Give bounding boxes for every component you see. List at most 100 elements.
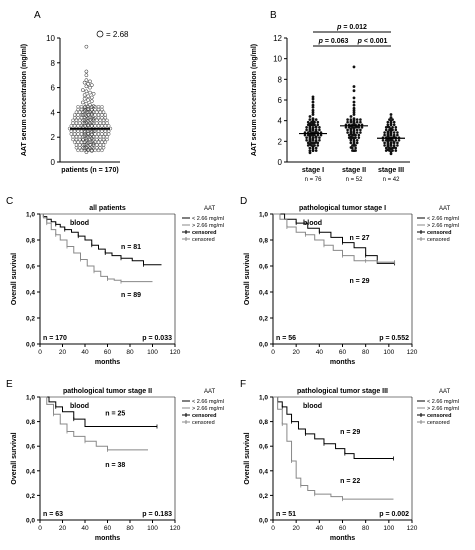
- a-data-point: [76, 105, 80, 109]
- a-data-point: [95, 118, 99, 123]
- a-data-point: [93, 132, 97, 136]
- b-p-number: < 0.001: [362, 38, 388, 45]
- b-data-point: [389, 116, 393, 119]
- a-data-point: [96, 105, 101, 109]
- b-data-point: [314, 149, 318, 152]
- a-data-point: [101, 145, 106, 150]
- b-data-point: [389, 152, 393, 156]
- b-data-point: [310, 123, 313, 127]
- b-data-point: [394, 138, 398, 142]
- b-p-symbol: p: [336, 24, 342, 31]
- b-data-point: [349, 115, 353, 118]
- a-data-point: [76, 129, 80, 134]
- b-data-point: [352, 65, 356, 69]
- f-legend-label: > 2.66 mg/ml: [427, 406, 459, 412]
- b-data-point: [306, 123, 310, 127]
- b-data-point: [352, 113, 356, 116]
- b-data-point: [396, 131, 399, 134]
- f-legend-label: censored: [427, 413, 451, 419]
- a-data-point: [103, 115, 108, 120]
- a-data-point: [80, 88, 85, 92]
- f-n-total-label: n = 51: [276, 511, 296, 518]
- a-data-point: [95, 145, 99, 150]
- a-data-point: [96, 107, 101, 112]
- b-data-point: [349, 141, 353, 145]
- a-data-point: [81, 135, 85, 139]
- b-data-point: [308, 146, 312, 150]
- f-y-axis-label: Overall survival: [244, 432, 251, 484]
- b-data-point: [391, 138, 394, 142]
- b-data-point: [381, 138, 385, 142]
- b-data-point: [396, 141, 399, 145]
- c-y-tick-label: 0,6: [26, 264, 35, 271]
- a-data-point: [89, 132, 94, 136]
- a-data-point: [89, 115, 94, 120]
- a-data-point: [103, 124, 108, 128]
- a-data-point: [84, 135, 89, 139]
- b-data-point: [318, 126, 321, 129]
- d-p-value-label: p = 0.552: [379, 335, 409, 342]
- c-x-tick-label: 120: [170, 349, 181, 356]
- b-p-symbol: p: [357, 38, 363, 45]
- f-y-tick-label: 0,4: [259, 468, 268, 475]
- a-data-point: [79, 140, 84, 144]
- c-y-tick-label: 0,4: [26, 290, 35, 297]
- b-data-point: [316, 123, 320, 127]
- c-series-line-1: [40, 213, 162, 266]
- a-data-point: [84, 145, 89, 150]
- b-data-point: [347, 136, 351, 139]
- b-data-point: [354, 126, 357, 129]
- a-data-point: [79, 132, 84, 136]
- b-data-point: [354, 149, 357, 152]
- c-y-axis-label: Overall survival: [11, 253, 18, 305]
- f-x-tick-label: 40: [316, 525, 324, 532]
- b-category-label: stage I: [302, 167, 324, 174]
- a-data-point: [95, 110, 99, 114]
- a-data-point: [105, 137, 109, 142]
- e-y-tick-label: 0,4: [26, 468, 35, 475]
- b-data-point: [352, 85, 356, 88]
- a-data-point: [86, 115, 91, 120]
- a-data-point: [101, 135, 106, 139]
- b-data-point: [344, 126, 348, 129]
- e-y-tick-label: 0,2: [26, 493, 35, 500]
- b-data-point: [311, 146, 315, 150]
- b-data-point: [311, 126, 315, 129]
- f-y-tick-label: 0,2: [259, 493, 268, 500]
- b-data-point: [352, 141, 356, 145]
- a-data-point: [76, 107, 80, 112]
- b-data-point: [310, 120, 313, 124]
- b-data-point: [389, 133, 393, 137]
- e-x-tick-label: 40: [81, 525, 89, 532]
- b-category-label: stage III: [378, 167, 404, 174]
- f-legend-title: AAT: [439, 389, 451, 395]
- a-data-point: [105, 121, 109, 125]
- b-data-point: [305, 136, 308, 139]
- a-data-point: [82, 93, 87, 97]
- a-data-point: [84, 121, 89, 125]
- a-data-point: [86, 124, 91, 128]
- d-subtitle: blood: [303, 220, 322, 227]
- a-data-point: [93, 115, 97, 120]
- a-data-point: [84, 78, 89, 83]
- a-data-point: [81, 121, 85, 125]
- b-data-point: [355, 141, 359, 145]
- a-data-point: [88, 110, 92, 114]
- b-data-point: [311, 105, 315, 109]
- b-data-point: [351, 136, 354, 139]
- a-y-tick-label: 0: [51, 158, 56, 167]
- a-data-point: [88, 85, 92, 90]
- b-data-point: [318, 138, 321, 142]
- a-data-point: [81, 143, 85, 147]
- d-series-line-2: [273, 213, 395, 263]
- a-data-point: [95, 143, 99, 147]
- b-data-point: [316, 141, 320, 145]
- f-title: pathological tumor stage III: [297, 388, 388, 395]
- d-x-axis-label: months: [330, 359, 355, 366]
- e-y-axis-label: Overall survival: [11, 432, 18, 484]
- a-data-point: [76, 132, 80, 136]
- a-data-point: [88, 143, 92, 147]
- b-data-point: [319, 133, 323, 137]
- a-data-point: [89, 107, 94, 112]
- d-series-n-label: n = 27: [349, 235, 369, 242]
